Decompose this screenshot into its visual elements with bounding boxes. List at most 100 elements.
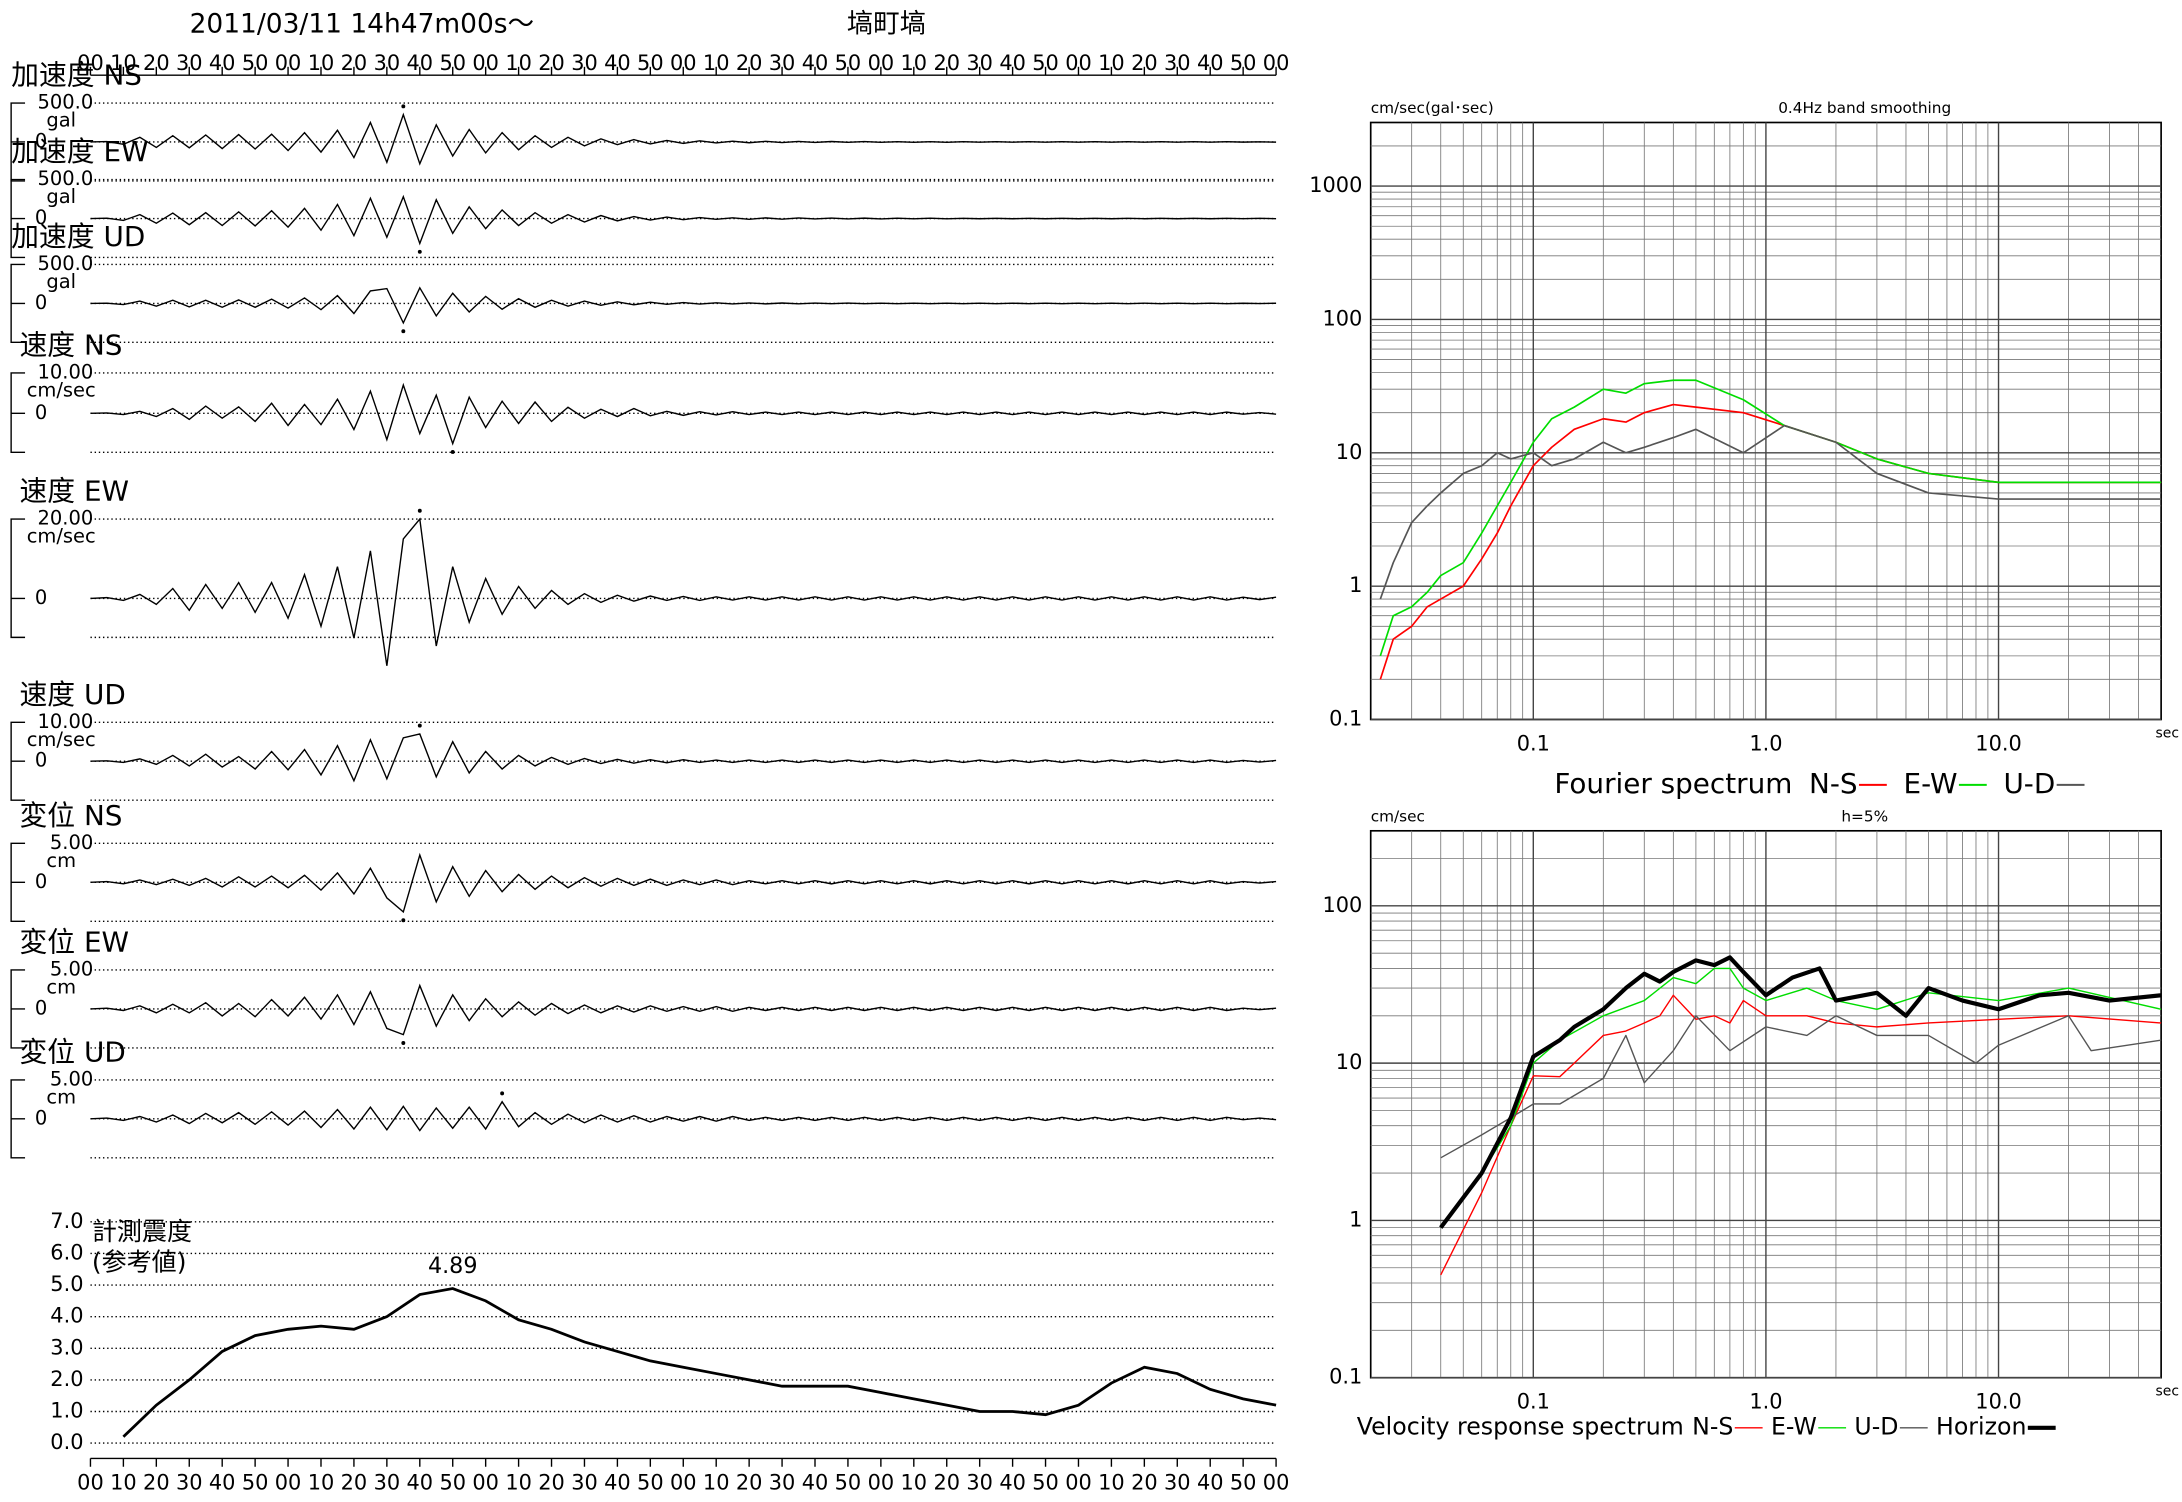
waveform — [90, 112, 1277, 166]
x-tick-label: 40 — [209, 51, 236, 75]
y-tick-label: 1000 — [1309, 173, 1362, 197]
legend-label: N-S — [1809, 767, 1858, 800]
x-tick-label: 20 — [736, 1470, 763, 1494]
y-tick-label: 1 — [1349, 573, 1362, 597]
x-tick-label: 00 — [77, 51, 104, 75]
peak-marker — [401, 329, 406, 334]
x-tick-label: 00 — [472, 1470, 499, 1494]
x-tick-label: 1.0 — [1749, 1390, 1782, 1414]
x-tick-label: 20 — [143, 51, 170, 75]
y-tick-label: 0 — [35, 1106, 47, 1129]
y-axis-label: cm/sec(gal･sec) — [1371, 99, 1494, 117]
legend-title: Velocity response spectrum — [1357, 1412, 1684, 1440]
x-tick-label: 50 — [242, 1470, 269, 1494]
unit-label: cm/sec — [27, 379, 96, 402]
x-tick-label: 0.1 — [1517, 1390, 1550, 1414]
x-tick-label: 30 — [571, 1470, 598, 1494]
x-tick-label: 30 — [1164, 51, 1191, 75]
x-tick-label: 40 — [407, 51, 434, 75]
unit-label: gal — [46, 270, 76, 293]
x-tick-label: 00 — [670, 51, 697, 75]
peak-marker — [417, 723, 422, 728]
channel-label: 変位 UD — [19, 1035, 125, 1068]
y-tick-label: 20.00 — [37, 507, 93, 530]
x-tick-label: 0.1 — [1517, 732, 1550, 756]
legend-label: Horizon — [1936, 1412, 2026, 1440]
x-tick-label: 00 — [77, 1470, 104, 1494]
x-tick-label: 40 — [999, 51, 1026, 75]
x-tick-label: 40 — [209, 1470, 236, 1494]
x-tick-label: 00 — [1263, 51, 1290, 75]
peak-label: 4.89 — [428, 1253, 478, 1279]
x-tick-label: 40 — [1197, 51, 1224, 75]
x-tick-label: 20 — [933, 51, 960, 75]
x-tick-label: 30 — [769, 51, 796, 75]
waveform — [90, 733, 1277, 783]
panel-bracket — [10, 178, 26, 259]
y-axis-label: cm/sec — [1371, 807, 1425, 825]
x-tick-label: 10 — [1098, 1470, 1125, 1494]
x-tick-label: 10 — [703, 1470, 730, 1494]
waveform — [90, 382, 1277, 446]
y-tick-label: 500.0 — [37, 167, 93, 190]
unit-label: cm — [46, 1085, 76, 1108]
x-tick-label: 20 — [933, 1470, 960, 1494]
panel-bracket — [10, 372, 26, 453]
x-axis-label: sec — [2156, 725, 2179, 741]
y-tick-label: 0.0 — [50, 1430, 83, 1454]
x-tick-label: 50 — [242, 51, 269, 75]
waveform — [90, 983, 1277, 1036]
waveform — [90, 852, 1277, 914]
x-tick-label: 40 — [1197, 1470, 1224, 1494]
x-tick-label: 00 — [868, 51, 895, 75]
panel-bracket — [10, 1079, 26, 1159]
y-tick-label: 3.0 — [50, 1335, 83, 1359]
y-tick-label: 0 — [35, 291, 47, 314]
unit-label: cm/sec — [27, 728, 96, 751]
record-title: 2011/03/11 14h47m00s～ — [190, 9, 534, 40]
x-tick-label: 30 — [374, 51, 401, 75]
x-tick-label: 50 — [835, 1470, 862, 1494]
x-tick-label: 50 — [637, 1470, 664, 1494]
y-tick-label: 500.0 — [37, 91, 93, 114]
x-tick-label: 50 — [1032, 51, 1059, 75]
unit-label: gal — [46, 185, 76, 208]
intensity-line — [122, 1287, 1277, 1438]
y-tick-label: 4.0 — [50, 1304, 83, 1328]
x-tick-label: 20 — [1131, 51, 1158, 75]
panel-bracket — [10, 969, 26, 1049]
unit-label: cm — [46, 976, 76, 999]
channel-label: 変位 EW — [19, 926, 129, 959]
x-tick-label: 20 — [1131, 1470, 1158, 1494]
x-tick-label: 00 — [670, 1470, 697, 1494]
channel-label: 速度 UD — [19, 678, 125, 711]
unit-label: gal — [46, 109, 76, 132]
x-tick-label: 10 — [110, 1470, 137, 1494]
x-tick-label: 50 — [1230, 51, 1257, 75]
x-tick-label: 50 — [1230, 1470, 1257, 1494]
x-tick-label: 10 — [901, 51, 928, 75]
x-tick-label: 50 — [439, 51, 466, 75]
y-tick-label: 100 — [1323, 893, 1363, 917]
y-tick-label: 1 — [1349, 1207, 1362, 1231]
legend-label: E-W — [1904, 767, 1958, 800]
waveform — [90, 194, 1277, 246]
y-tick-label: 10 — [1336, 440, 1363, 464]
x-tick-label: 30 — [966, 1470, 993, 1494]
peak-marker — [450, 450, 455, 454]
unit-label: cm/sec — [27, 525, 96, 548]
chart-title: 0.4Hz band smoothing — [1778, 99, 1951, 117]
x-tick-label: 50 — [835, 51, 862, 75]
channel-label: 加速度 EW — [11, 135, 148, 168]
y-tick-label: 1.0 — [50, 1398, 83, 1422]
x-tick-label: 00 — [1065, 51, 1092, 75]
x-tick-label: 00 — [275, 1470, 302, 1494]
channel-label: 加速度 UD — [11, 220, 145, 253]
x-tick-label: 30 — [176, 1470, 203, 1494]
legend-label: E-W — [1771, 1412, 1817, 1440]
waveform — [90, 286, 1277, 325]
legend-label: U-D — [2003, 767, 2055, 800]
x-tick-label: 10 — [308, 1470, 335, 1494]
panel-bracket — [10, 842, 26, 922]
x-tick-label: 10 — [308, 51, 335, 75]
